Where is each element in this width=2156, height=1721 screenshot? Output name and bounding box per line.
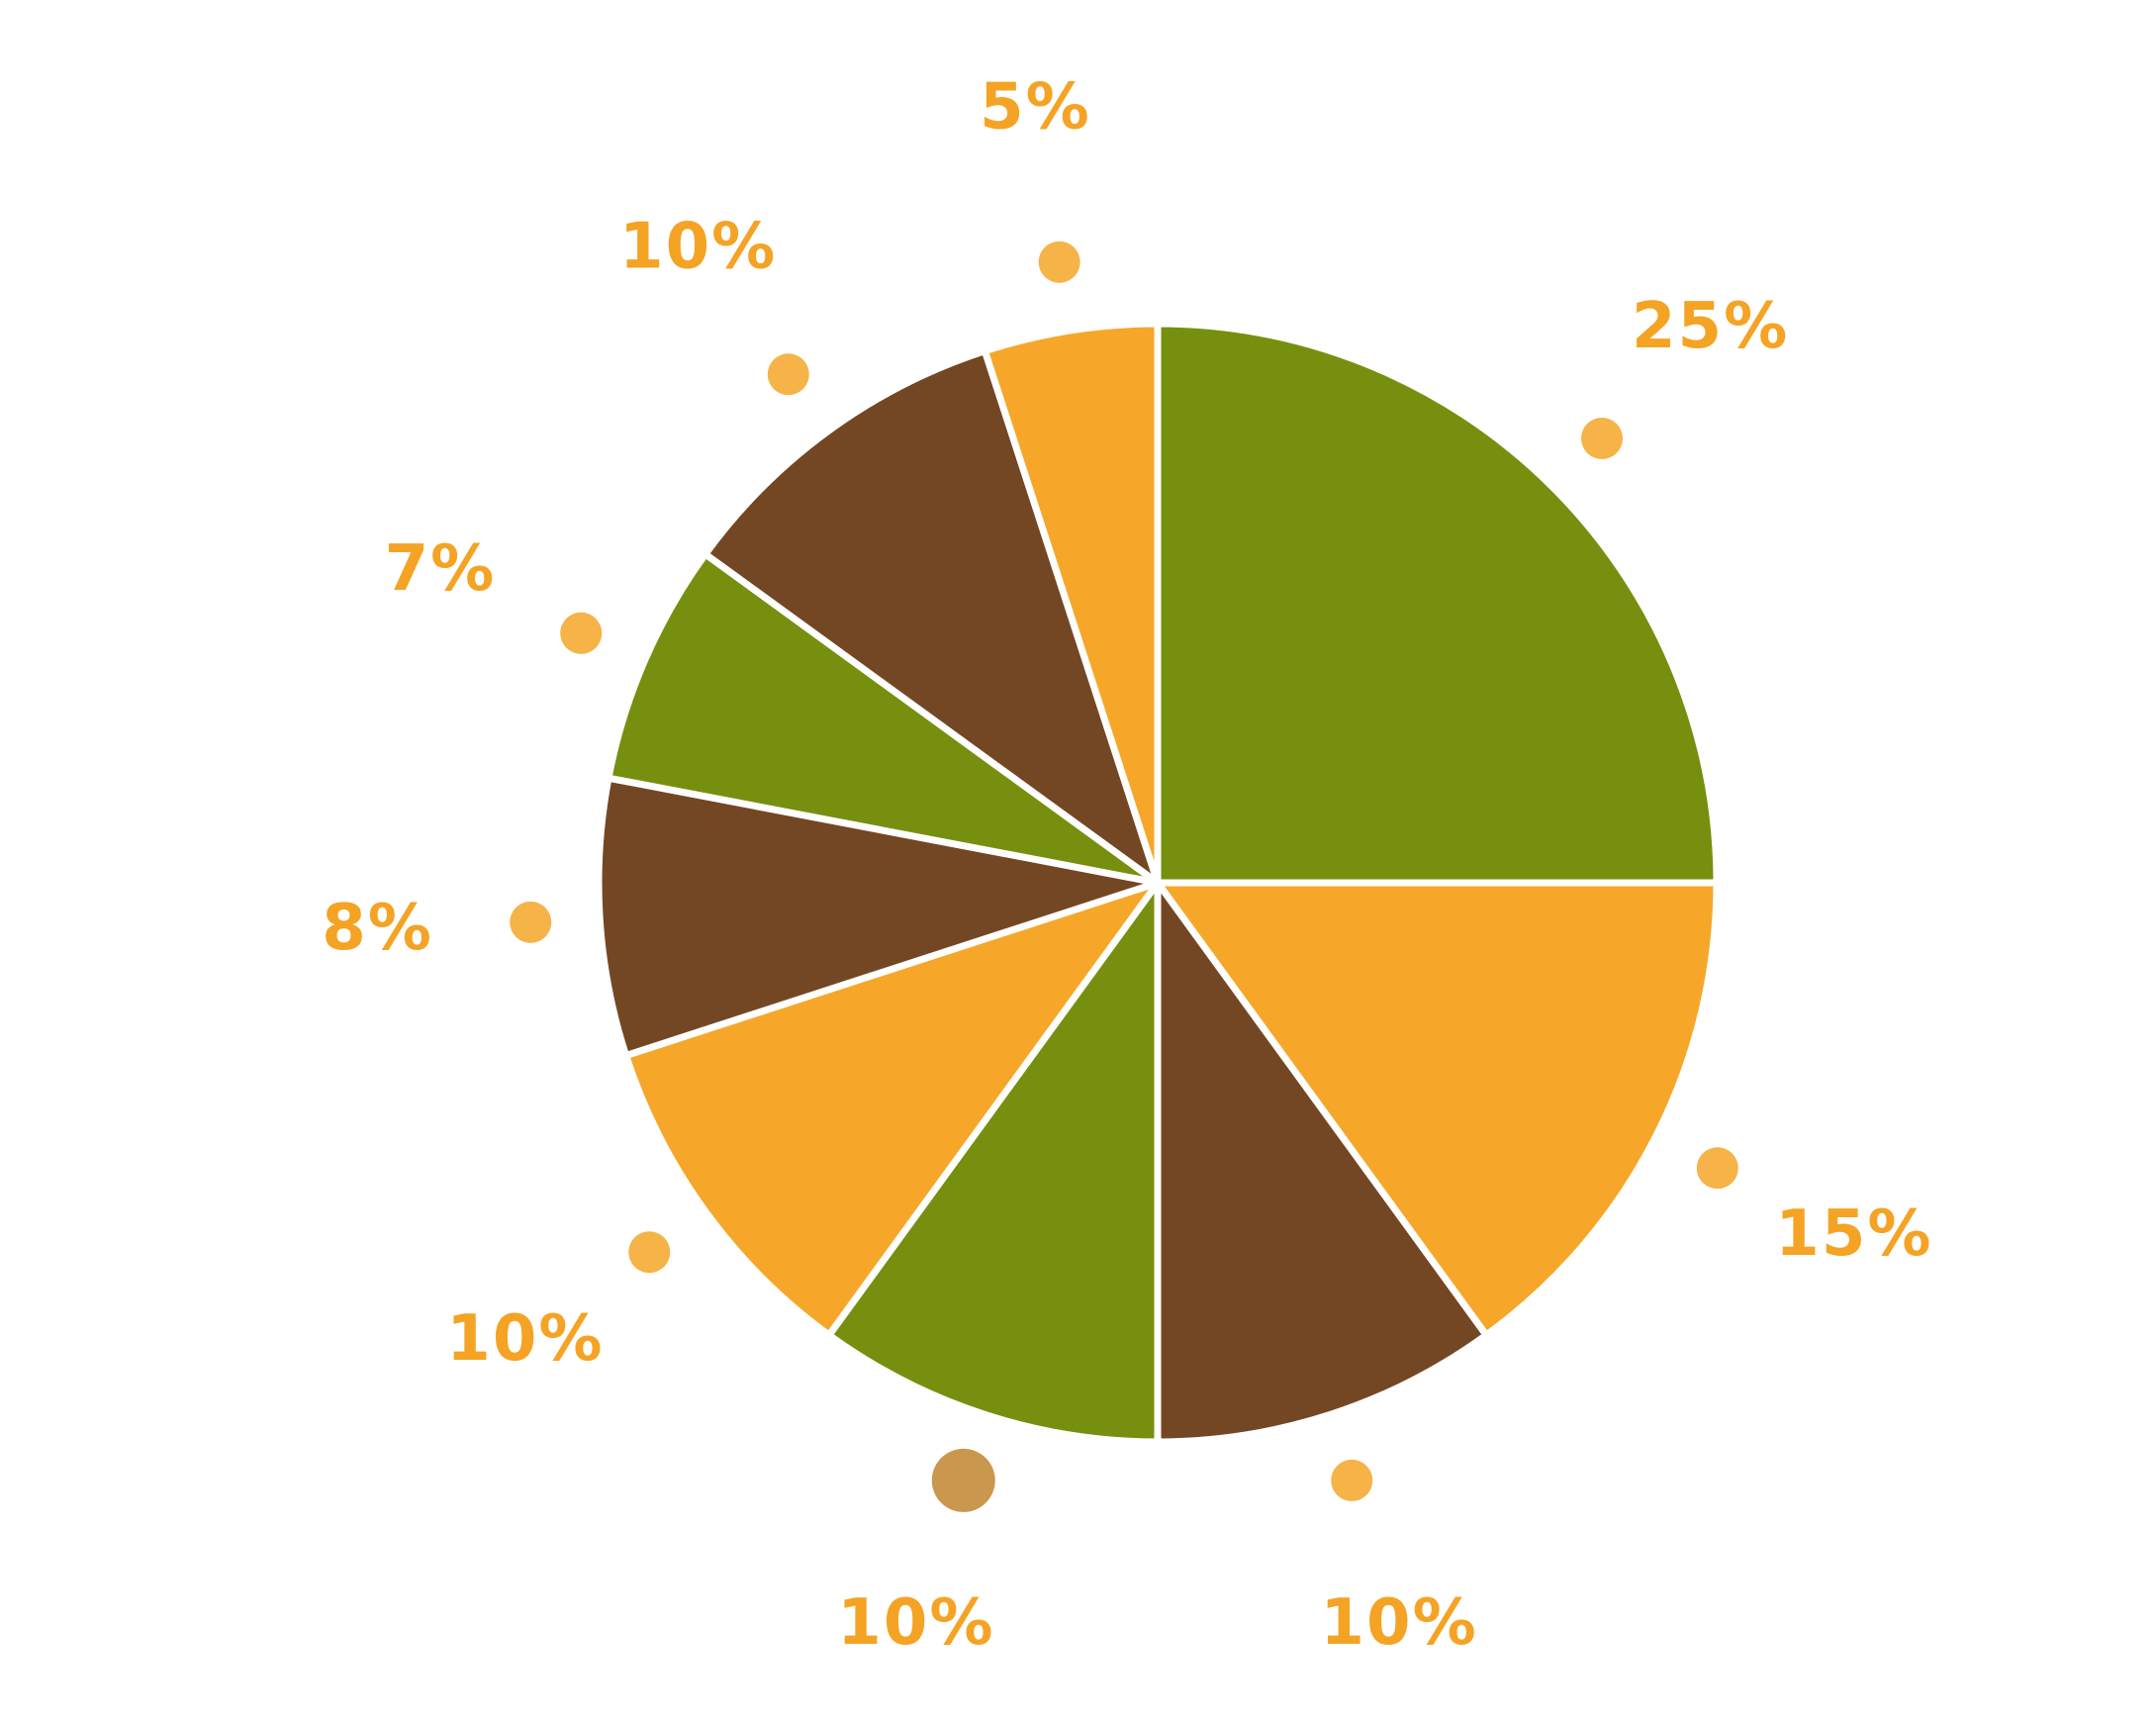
pie-slice-1 <box>1154 320 1721 887</box>
slice-label-5: 10% <box>446 1302 604 1376</box>
slice-label-8: 10% <box>619 210 777 283</box>
pie-slices <box>595 320 1721 1446</box>
pie-slice-4 <box>825 879 1162 1446</box>
slice-marker-6 <box>510 901 552 943</box>
pie-slice-5 <box>622 879 1162 1339</box>
slice-labels: 25% 15% 10% 10% 10% 8% 7% 10% 5% <box>322 70 1932 1660</box>
slice-label-2: 15% <box>1775 1197 1932 1271</box>
slice-markers <box>510 240 1738 1512</box>
slice-label-7: 7% <box>385 532 497 606</box>
slice-marker-8 <box>767 353 809 396</box>
slice-marker-7 <box>560 612 603 654</box>
slice-marker-5 <box>628 1231 671 1274</box>
slice-marker-3 <box>1331 1459 1373 1501</box>
pie-slice-3 <box>1154 879 1490 1446</box>
pie-slice-2 <box>1154 879 1721 1339</box>
slice-marker-9 <box>1038 240 1080 283</box>
slice-label-4: 10% <box>837 1586 994 1660</box>
pie-slice-7 <box>605 550 1162 887</box>
slice-marker-4 <box>931 1448 995 1512</box>
pie-slice-6 <box>595 774 1162 1060</box>
slice-label-1: 25% <box>1632 290 1789 363</box>
pie-slice-9 <box>981 320 1162 887</box>
slice-label-9: 5% <box>980 70 1091 143</box>
slice-marker-2 <box>1696 1147 1738 1190</box>
slice-label-3: 10% <box>1321 1586 1478 1660</box>
slice-label-6: 8% <box>322 892 433 965</box>
slice-marker-1 <box>1581 417 1624 459</box>
pie-slice-8 <box>702 347 1162 887</box>
